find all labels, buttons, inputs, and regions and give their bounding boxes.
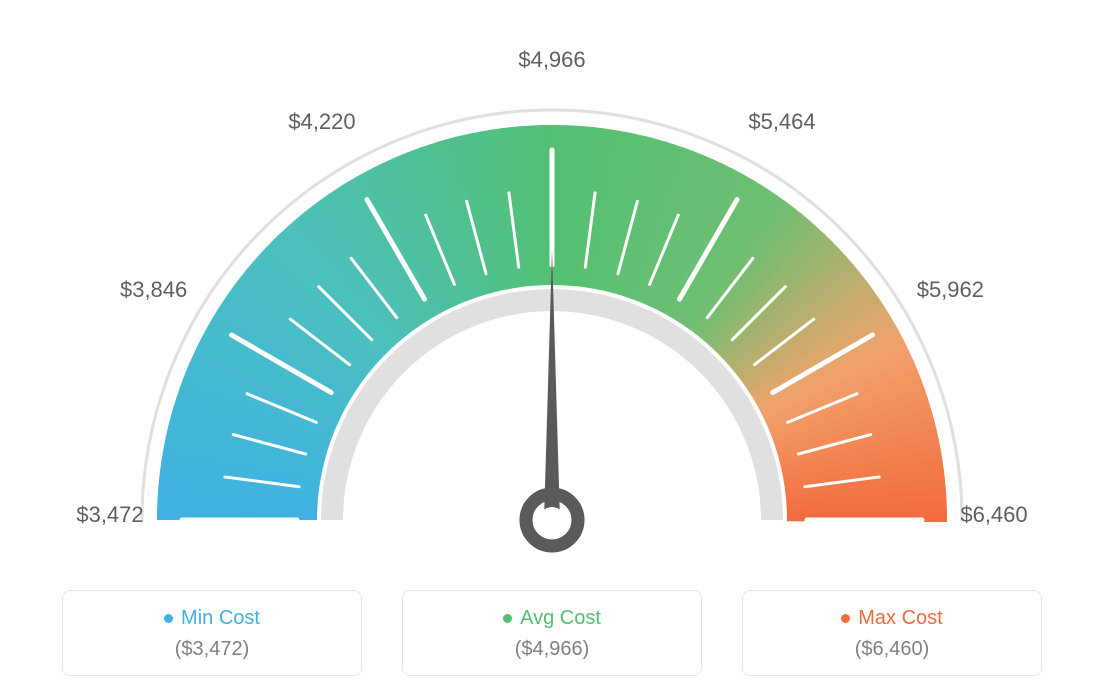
legend-min-label: Min Cost bbox=[181, 607, 260, 629]
gauge-tick-label: $4,220 bbox=[288, 109, 355, 135]
legend-avg-box: Avg Cost ($4,966) bbox=[402, 590, 702, 676]
legend-min-title: Min Cost bbox=[63, 607, 361, 630]
legend-max-box: Max Cost ($6,460) bbox=[742, 590, 1042, 676]
legend-avg-label: Avg Cost bbox=[520, 607, 601, 629]
legend-max-title: Max Cost bbox=[743, 607, 1041, 630]
gauge-tick-label: $4,966 bbox=[518, 47, 585, 73]
legend-min-box: Min Cost ($3,472) bbox=[62, 590, 362, 676]
legend-avg-value: ($4,966) bbox=[403, 638, 701, 661]
legend-max-value: ($6,460) bbox=[743, 638, 1041, 661]
gauge-tick-label: $5,962 bbox=[917, 277, 984, 303]
legend-min-dot bbox=[164, 614, 173, 623]
legend-min-value: ($3,472) bbox=[63, 638, 361, 661]
gauge-tick-label: $6,460 bbox=[960, 502, 1027, 528]
legend-avg-dot bbox=[503, 614, 512, 623]
gauge-chart: $3,472 $3,846 $4,220 $4,966 $5,464 $5,962 $6,4… bbox=[22, 20, 1082, 580]
legend-max-label: Max Cost bbox=[858, 607, 942, 629]
legend-max-dot bbox=[841, 614, 850, 623]
legend-avg-title: Avg Cost bbox=[403, 607, 701, 630]
gauge-tick-label: $3,846 bbox=[120, 277, 187, 303]
legend-row: Min Cost ($3,472) Avg Cost ($4,966) Max … bbox=[20, 590, 1084, 676]
gauge-tick-label: $5,464 bbox=[748, 109, 815, 135]
gauge-tick-label: $3,472 bbox=[76, 502, 143, 528]
